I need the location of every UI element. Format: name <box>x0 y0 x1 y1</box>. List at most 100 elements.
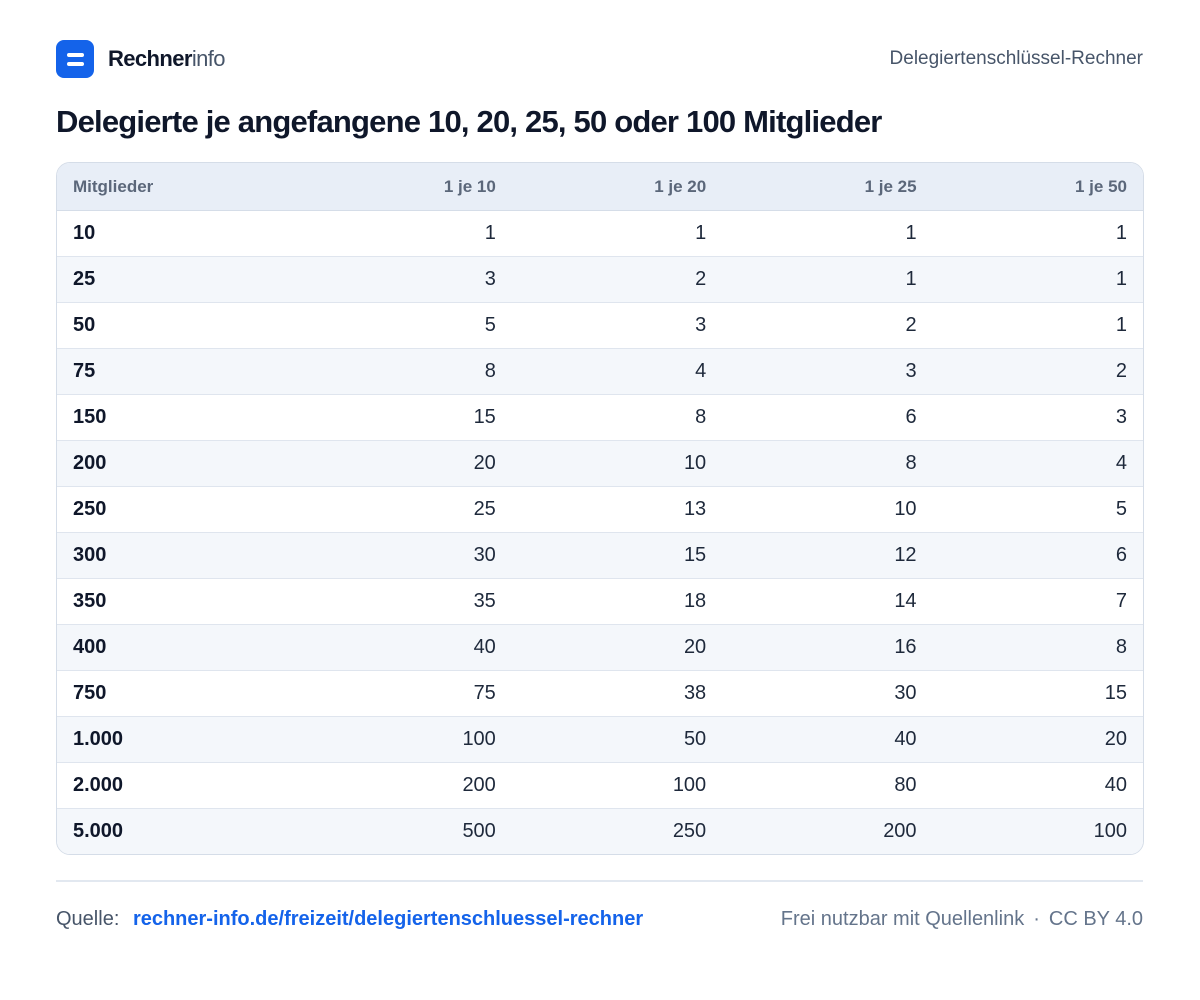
cell-members: 25 <box>57 256 302 303</box>
cell-per-20: 20 <box>511 624 723 671</box>
cell-per-20: 4 <box>511 348 723 395</box>
table-row: 75 8 4 3 2 <box>57 348 1143 395</box>
cell-members: 250 <box>57 486 302 533</box>
column-header-per-10: 1 je 10 <box>301 163 512 211</box>
cell-per-20: 250 <box>511 808 723 854</box>
table-body: 10 1 1 1 1 25 3 2 1 1 50 5 3 2 1 75 8 4 3 2 150 15 8 6 3 200 20 10 8… <box>57 211 1143 854</box>
cell-per-20: 10 <box>511 440 723 487</box>
cell-per-20: 2 <box>511 256 723 303</box>
table-header-row: Mitglieder 1 je 10 1 je 20 1 je 25 1 je … <box>57 163 1143 211</box>
brand-name: Rechnerinfo <box>108 46 226 72</box>
cell-per-10: 500 <box>301 808 512 854</box>
cell-per-50: 1 <box>932 256 1143 303</box>
table-row: 2.000 200 100 80 40 <box>57 762 1143 809</box>
cell-members: 150 <box>57 394 302 441</box>
cell-per-10: 1 <box>484 222 496 244</box>
cell-per-25: 8 <box>722 440 933 487</box>
cell-per-50: 1 <box>932 302 1143 349</box>
cell-per-10: 15 <box>301 394 512 441</box>
cell-per-25: 6 <box>722 394 933 441</box>
page-title: Delegierte je angefangene 10, 20, 25, 50… <box>56 104 882 139</box>
cell-per-50: 5 <box>932 486 1143 533</box>
cell-per-20: 3 <box>511 302 723 349</box>
cell-members: 1.000 <box>57 716 302 763</box>
cell-per-25: 30 <box>722 670 933 717</box>
table-row: 750 75 38 30 15 <box>57 670 1143 717</box>
cell-per-20: 18 <box>511 578 723 625</box>
cell-per-25: 40 <box>722 716 933 763</box>
cell-per-50: 4 <box>932 440 1143 487</box>
cell-per-20: 8 <box>511 394 723 441</box>
cell-per-10: 40 <box>301 624 512 671</box>
cell-per-20: 50 <box>511 716 723 763</box>
table-row: 400 40 20 16 8 <box>57 624 1143 671</box>
cell-per-50: 3 <box>932 394 1143 441</box>
cell-per-10: 35 <box>301 578 512 625</box>
cell-members: 5.000 <box>57 808 302 854</box>
cell-per-10: 75 <box>301 670 512 717</box>
column-header-per-20: 1 je 20 <box>511 163 723 211</box>
cell-per-25: 14 <box>722 578 933 625</box>
brand-name-bold: Rechner <box>108 46 192 71</box>
cell-per-50: 2 <box>932 348 1143 395</box>
cell-per-10: 5 <box>301 302 512 349</box>
license-name: CC BY 4.0 <box>1048 907 1143 930</box>
cell-per-25: 1 <box>722 256 933 303</box>
cell-per-50: 100 <box>932 808 1143 854</box>
footer-divider <box>56 880 1143 882</box>
site-header: Rechnerinfo Delegiertenschlüssel-Rechner <box>56 40 1143 78</box>
cell-per-50: 40 <box>932 762 1143 809</box>
cell-per-20: 38 <box>511 670 723 717</box>
footer: Quelle: rechner-info.de/freizeit/delegie… <box>56 903 1143 935</box>
cell-per-50: 8 <box>932 624 1143 671</box>
cell-members: 300 <box>57 532 302 579</box>
cell-members: 400 <box>57 624 302 671</box>
cell-per-50: 15 <box>932 670 1143 717</box>
column-header-members: Mitglieder <box>57 163 302 211</box>
cell-per-50: 7 <box>932 578 1143 625</box>
table-row: 350 35 18 14 7 <box>57 578 1143 625</box>
table-row: 150 15 8 6 3 <box>57 394 1143 441</box>
table-row: 50 5 3 2 1 <box>57 302 1143 349</box>
license-text: Frei nutzbar mit Quellenlink <box>780 907 1025 930</box>
page-name: Delegiertenschlüssel-Rechner <box>889 48 1143 69</box>
column-header-per-50: 1 je 50 <box>932 163 1143 211</box>
table-row: 250 25 13 10 5 <box>57 486 1143 533</box>
cell-members: 200 <box>57 440 302 487</box>
table-row: 1.000 100 50 40 20 <box>57 716 1143 763</box>
delegates-table: Mitglieder 1 je 10 1 je 20 1 je 25 1 je … <box>56 162 1144 855</box>
cell-per-50: 1 <box>1115 222 1127 244</box>
cell-per-25: 3 <box>722 348 933 395</box>
source-label: Quelle: <box>56 907 120 930</box>
cell-members: 350 <box>57 578 302 625</box>
cell-per-20: 15 <box>511 532 723 579</box>
table-row: 10 1 1 1 1 <box>57 211 1143 257</box>
table-row: 300 30 15 12 6 <box>57 532 1143 579</box>
cell-per-25: 200 <box>722 808 933 854</box>
cell-per-10: 25 <box>301 486 512 533</box>
cell-per-20: 13 <box>511 486 723 533</box>
cell-members: 2.000 <box>57 762 302 809</box>
source-link[interactable]: rechner-info.de/freizeit/delegiertenschl… <box>132 907 644 930</box>
cell-members: 10 <box>73 222 96 244</box>
cell-members: 50 <box>57 302 302 349</box>
cell-per-25: 16 <box>722 624 933 671</box>
cell-per-10: 200 <box>301 762 512 809</box>
cell-per-25: 80 <box>722 762 933 809</box>
cell-per-25: 12 <box>722 532 933 579</box>
source: Quelle: rechner-info.de/freizeit/delegie… <box>56 908 643 931</box>
cell-per-20: 1 <box>695 222 707 244</box>
menu-lines-icon <box>56 40 94 78</box>
cell-per-10: 20 <box>301 440 512 487</box>
brand-name-light: info <box>191 46 226 71</box>
brand[interactable]: Rechnerinfo <box>56 40 226 78</box>
cell-per-10: 30 <box>301 532 512 579</box>
license-info: Frei nutzbar mit Quellenlink · CC BY 4.0 <box>781 908 1143 931</box>
cell-per-50: 6 <box>932 532 1143 579</box>
cell-per-10: 3 <box>301 256 512 303</box>
table-row: 200 20 10 8 4 <box>57 440 1143 487</box>
table-row: 5.000 500 250 200 100 <box>57 808 1143 854</box>
cell-members: 750 <box>57 670 302 717</box>
cell-per-10: 8 <box>301 348 512 395</box>
cell-per-50: 20 <box>932 716 1143 763</box>
